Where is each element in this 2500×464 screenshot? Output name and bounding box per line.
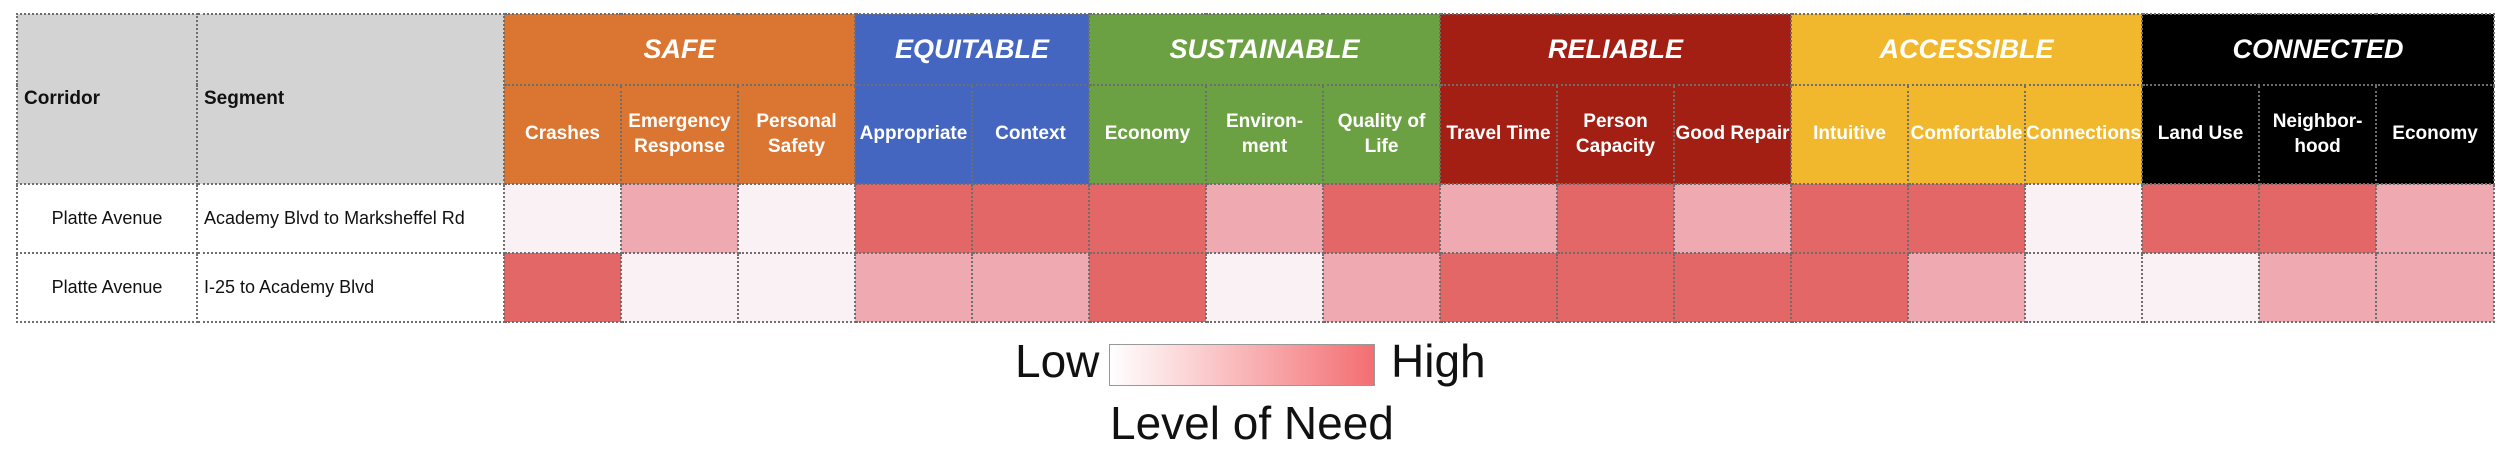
need-cell-high xyxy=(1439,252,1559,323)
subheader-label: Neighbor- xyxy=(2272,110,2363,132)
subheader-cell: Travel Time xyxy=(1439,84,1559,185)
subheader-label: Life xyxy=(1364,135,1399,157)
need-cell-high xyxy=(1321,183,1442,254)
need-cell-medium xyxy=(2375,252,2496,323)
need-cell-low xyxy=(737,183,856,254)
corridor-header: Corridor xyxy=(16,13,198,185)
subheader-cell: Personal Safety xyxy=(737,84,856,185)
subheader-label: Response xyxy=(634,135,725,157)
subheader-label: hood xyxy=(2294,135,2341,157)
subheader-cell: Emergency Response xyxy=(620,84,739,185)
need-matrix: Corridor Segment SAFE EQUITABLE SUSTAINABL… xyxy=(16,13,2496,323)
subheader-label: Economy xyxy=(2392,123,2478,145)
subheader-label: Comfortable xyxy=(1910,123,2023,145)
need-cell-high xyxy=(1556,183,1676,254)
need-cell-low xyxy=(1205,252,1324,323)
legend-low-label: Low xyxy=(1015,335,1100,387)
corridor-cell: Platte Avenue xyxy=(16,183,198,254)
subheader-cell: Land Use xyxy=(2141,84,2261,185)
subheader-label: Intuitive xyxy=(1813,123,1886,145)
need-cell-medium xyxy=(620,183,739,254)
need-cell-high xyxy=(1088,183,1207,254)
subheader-label: Crashes xyxy=(525,123,600,145)
need-cell-medium xyxy=(1439,183,1559,254)
subheader-label: Appropriate xyxy=(859,123,968,145)
need-cell-low xyxy=(737,252,856,323)
subheader-cell: Intuitive xyxy=(1790,84,1910,185)
need-cell-low xyxy=(2024,252,2144,323)
need-cell-medium xyxy=(854,252,973,323)
subheader-cell: Economy xyxy=(2375,84,2496,185)
subheader-label: Context xyxy=(995,123,1066,145)
segment-cell: I-25 to Academy Blvd xyxy=(196,252,505,323)
subheader-cell: Person Capacity xyxy=(1556,84,1676,185)
legend-gradient-bar xyxy=(1109,344,1375,386)
need-cell-high xyxy=(1556,252,1676,323)
subheader-cell: Appropriate xyxy=(854,84,973,185)
group-header-sustainable: SUSTAINABLE xyxy=(1087,13,1442,86)
subheader-cell: Quality of Life xyxy=(1321,84,1442,185)
legend-title: Level of Need xyxy=(1110,397,1394,449)
need-cell-medium xyxy=(2375,183,2496,254)
need-cell-high xyxy=(1673,252,1793,323)
subheader-label: Connections xyxy=(2026,123,2142,145)
need-cell-high xyxy=(2258,183,2378,254)
need-cell-medium xyxy=(2258,252,2378,323)
corridor-cell: Platte Avenue xyxy=(16,252,198,323)
need-cell-high xyxy=(1907,183,2027,254)
need-cell-high xyxy=(971,183,1090,254)
need-cell-high xyxy=(1790,183,1910,254)
need-cell-medium xyxy=(1321,252,1442,323)
need-cell-low xyxy=(2141,252,2261,323)
subheader-label: Travel Time xyxy=(1446,123,1551,145)
segment-cell: Academy Blvd to Marksheffel Rd xyxy=(196,183,505,254)
subheader-label: ment xyxy=(1241,135,1288,157)
group-header-connected: CONNECTED xyxy=(2141,13,2496,86)
need-cell-medium xyxy=(971,252,1090,323)
need-cell-high xyxy=(1088,252,1207,323)
group-header-accessible: ACCESSIBLE xyxy=(1790,13,2144,86)
subheader-cell: Economy xyxy=(1088,84,1207,185)
subheader-label: Person xyxy=(1583,110,1648,132)
subheader-cell: Context xyxy=(971,84,1090,185)
subheader-label: Land Use xyxy=(2157,123,2244,145)
need-cell-high xyxy=(854,183,973,254)
subheader-cell: Comfortable xyxy=(1907,84,2027,185)
need-cell-medium xyxy=(1907,252,2027,323)
group-header-reliable: RELIABLE xyxy=(1439,13,1793,86)
segment-header: Segment xyxy=(196,13,505,185)
subheader-label: Personal xyxy=(756,110,837,132)
legend-high-label: High xyxy=(1391,335,1486,387)
need-cell-medium xyxy=(1205,183,1324,254)
subheader-label: Quality of xyxy=(1337,110,1426,132)
need-cell-high xyxy=(1790,252,1910,323)
subheader-label: Environ- xyxy=(1225,110,1304,132)
subheader-label: Emergency xyxy=(628,110,731,132)
subheader-cell: Environ-ment xyxy=(1205,84,1324,185)
need-cell-low xyxy=(620,252,739,323)
need-cell-medium xyxy=(1673,183,1793,254)
subheader-label: Economy xyxy=(1104,123,1191,145)
need-cell-low xyxy=(503,183,622,254)
subheader-cell: Good Repair xyxy=(1673,84,1793,185)
need-cell-high xyxy=(503,252,622,323)
subheader-cell: Neighbor-hood xyxy=(2258,84,2378,185)
subheader-label: Capacity xyxy=(1575,135,1656,157)
need-cell-high xyxy=(2141,183,2261,254)
subheader-cell: Crashes xyxy=(503,84,622,185)
subheader-label: Good Repair xyxy=(1675,123,1790,145)
subheader-label: Safety xyxy=(767,135,826,157)
subheader-cell: Connections xyxy=(2024,84,2144,185)
group-header-safe: SAFE xyxy=(503,13,856,86)
group-header-equitable: EQUITABLE xyxy=(854,13,1090,86)
need-cell-low xyxy=(2024,183,2144,254)
